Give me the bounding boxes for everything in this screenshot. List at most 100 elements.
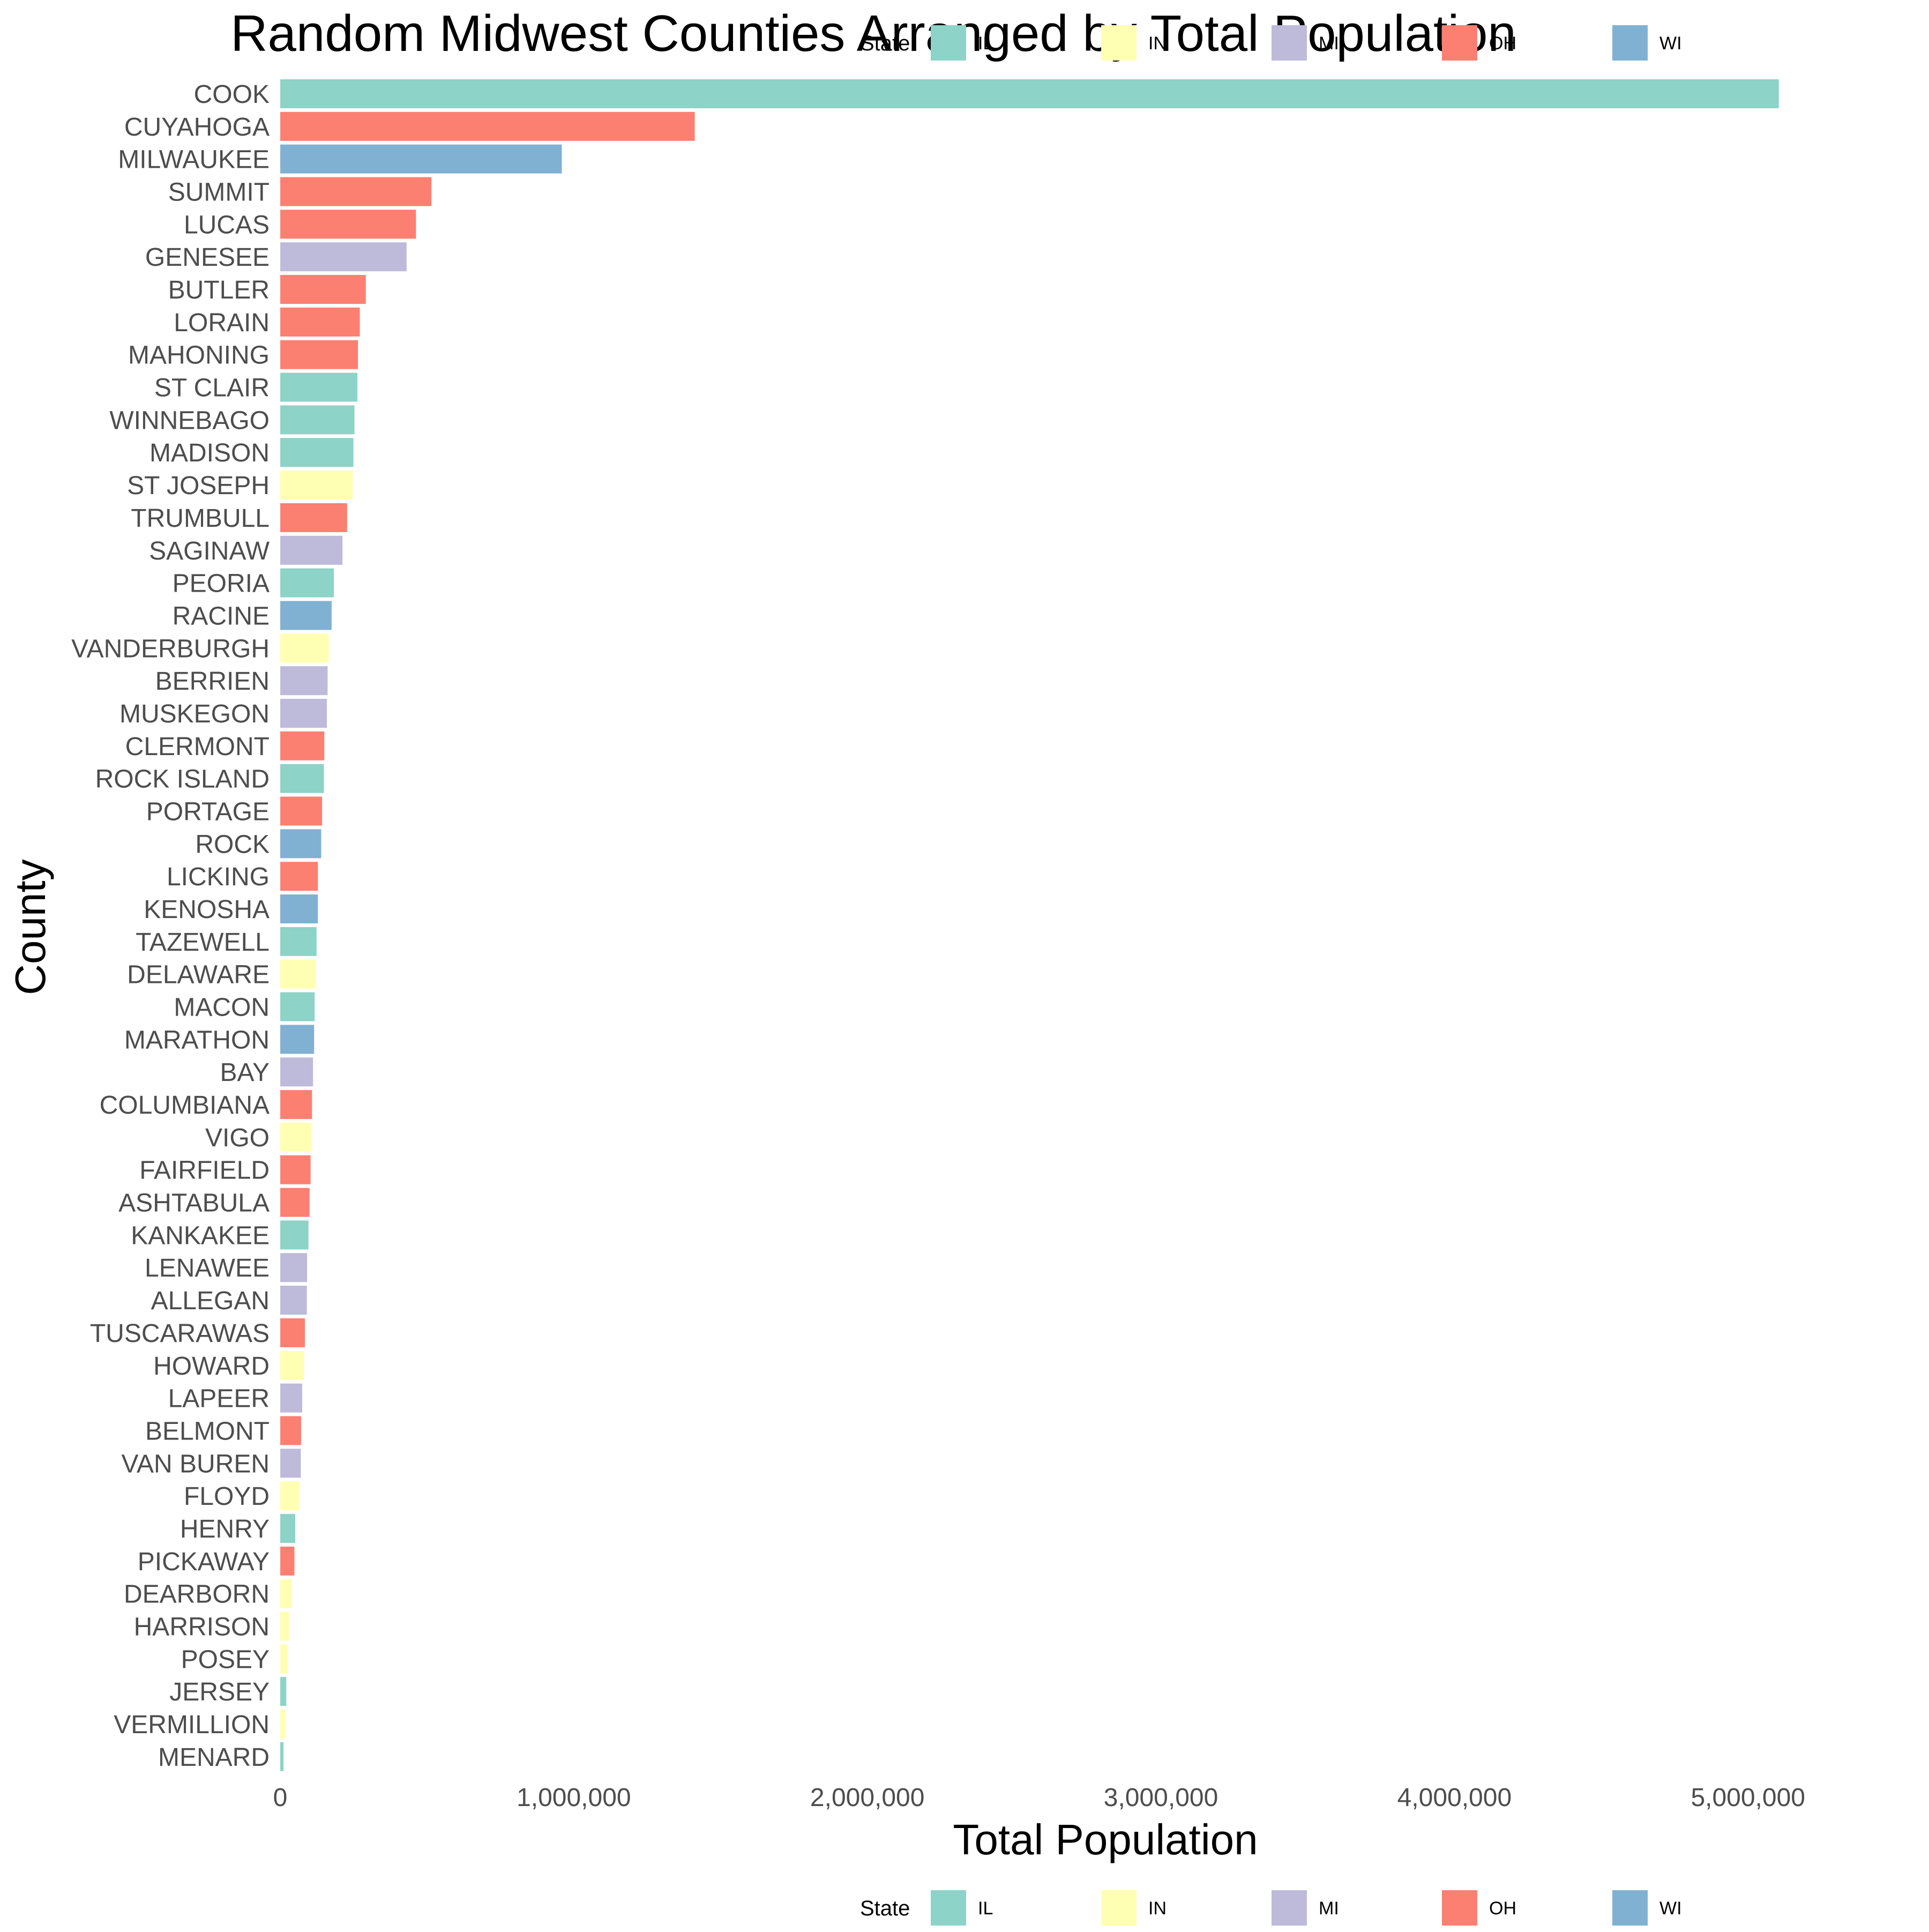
y-tick-label: LUCAS: [184, 211, 270, 239]
legend-label-oh: OH: [1489, 33, 1516, 54]
legend-key-mi: [1272, 25, 1307, 61]
legend-key-wi: [1612, 1890, 1648, 1926]
y-tick-label: KANKAKEE: [131, 1221, 270, 1250]
y-tick-label: MACON: [174, 994, 270, 1022]
bar-harrison: [280, 1612, 289, 1641]
bar-vermillion: [280, 1710, 286, 1739]
bar-berrien: [280, 666, 328, 696]
x-axis-title: Total Population: [953, 1816, 1258, 1863]
x-tick-label: 2,000,000: [810, 1784, 925, 1812]
bar-jersey: [280, 1677, 287, 1706]
bar-dearborn: [280, 1579, 292, 1608]
bar-henry: [280, 1513, 296, 1543]
legend-top: State IL IN MI OH WI: [860, 25, 1682, 61]
legend-key-in: [1101, 1890, 1137, 1926]
x-tick-label: 3,000,000: [1104, 1784, 1218, 1812]
bar-pickaway: [280, 1546, 295, 1576]
bar-racine: [280, 601, 332, 630]
legend-bottom: State IL IN MI OH WI: [860, 1890, 1682, 1926]
bar-muskegon: [280, 698, 327, 728]
bar-bay: [280, 1057, 313, 1087]
y-tick-label: JERSEY: [169, 1678, 270, 1706]
y-tick-label: WINNEBAGO: [109, 406, 270, 435]
legend-label-il: IL: [978, 1898, 993, 1919]
x-tick-label: 0: [273, 1784, 288, 1812]
y-tick-label: TAZEWELL: [136, 928, 270, 957]
bar-portage: [280, 796, 323, 826]
y-tick-label: BELMONT: [145, 1417, 270, 1445]
bar-genesee: [280, 242, 407, 272]
legend-label-oh: OH: [1489, 1898, 1516, 1919]
bar-allegan: [280, 1286, 307, 1315]
y-tick-label: LAPEER: [168, 1385, 270, 1413]
bar-mahoning: [280, 340, 358, 369]
y-tick-label: COOK: [194, 80, 270, 109]
bar-winnebago: [280, 405, 355, 435]
y-tick-label: MUSKEGON: [119, 700, 270, 728]
bar-trumbull: [280, 503, 347, 532]
bar-columbiana: [280, 1090, 312, 1120]
y-tick-label: PORTAGE: [146, 797, 270, 826]
bar-rock-island: [280, 764, 324, 793]
y-tick-label: LENAWEE: [145, 1254, 270, 1282]
legend-key-in: [1101, 25, 1137, 61]
y-tick-label: PICKAWAY: [138, 1548, 270, 1576]
bar-st-clair: [280, 372, 358, 402]
y-tick-label: KENOSHA: [144, 896, 270, 924]
y-tick-label: ASHTABULA: [118, 1189, 270, 1218]
y-tick-label: MADISON: [149, 439, 270, 467]
y-tick-label: BUTLER: [168, 276, 270, 304]
bar-rock: [280, 829, 322, 859]
x-tick-label: 1,000,000: [517, 1784, 631, 1812]
bar-ashtabula: [280, 1188, 310, 1217]
y-tick-label: HOWARD: [153, 1352, 270, 1381]
bar-tuscarawas: [280, 1318, 305, 1347]
legend-label-in: IN: [1148, 1898, 1167, 1919]
bars-layer: [280, 79, 1779, 1771]
y-tick-label: ROCK ISLAND: [95, 765, 270, 794]
bar-cuyahoga: [280, 111, 695, 141]
bar-peoria: [280, 568, 334, 598]
legend-key-mi: [1272, 1890, 1307, 1926]
y-tick-label: PEORIA: [173, 570, 270, 598]
y-tick-label: BERRIEN: [155, 667, 270, 696]
bar-lapeer: [280, 1383, 302, 1413]
bar-lucas: [280, 210, 416, 239]
bar-delaware: [280, 959, 316, 989]
y-tick-label: SAGINAW: [149, 537, 270, 565]
bar-vigo: [280, 1122, 312, 1152]
bar-kankakee: [280, 1220, 309, 1250]
bar-st-joseph: [280, 471, 353, 500]
bar-menard: [280, 1742, 284, 1771]
y-tick-label: ST CLAIR: [154, 374, 270, 402]
y-tick-label: MAHONING: [128, 341, 270, 370]
y-tick-label: CLERMONT: [125, 733, 270, 761]
y-tick-label: SUMMIT: [168, 178, 270, 207]
y-tick-label: GENESEE: [145, 243, 270, 272]
legend-label-mi: MI: [1319, 1898, 1339, 1919]
y-axis-title: County: [6, 859, 54, 995]
y-tick-label: FAIRFIELD: [139, 1157, 270, 1185]
y-tick-label: ST JOSEPH: [127, 472, 270, 500]
legend-label-wi: WI: [1659, 1898, 1682, 1919]
y-tick-labels: COOK CUYAHOGA MILWAUKEE SUMMIT LUCAS GENESEE B…: [71, 80, 270, 1772]
bar-lorain: [280, 307, 360, 337]
bar-macon: [280, 992, 315, 1021]
bar-posey: [280, 1644, 288, 1674]
y-tick-label: DELAWARE: [127, 961, 270, 989]
y-tick-label: TUSCARAWAS: [90, 1319, 270, 1348]
bar-cook: [280, 79, 1779, 108]
y-tick-label: LICKING: [167, 863, 270, 891]
legend-label-in: IN: [1148, 33, 1167, 54]
y-tick-label: HARRISON: [134, 1613, 270, 1641]
bar-licking: [280, 862, 318, 891]
x-tick-labels: 0 1,000,000 2,000,000 3,000,000 4,000,000 5,0…: [273, 1784, 1805, 1812]
bar-summit: [280, 177, 432, 206]
y-tick-label: MILWAUKEE: [118, 146, 270, 174]
y-tick-label: CUYAHOGA: [124, 113, 270, 141]
y-tick-label: ROCK: [195, 830, 270, 859]
y-tick-label: FLOYD: [184, 1482, 270, 1511]
bar-clermont: [280, 731, 325, 760]
y-tick-label: BAY: [220, 1058, 270, 1087]
bar-kenosha: [280, 894, 318, 923]
